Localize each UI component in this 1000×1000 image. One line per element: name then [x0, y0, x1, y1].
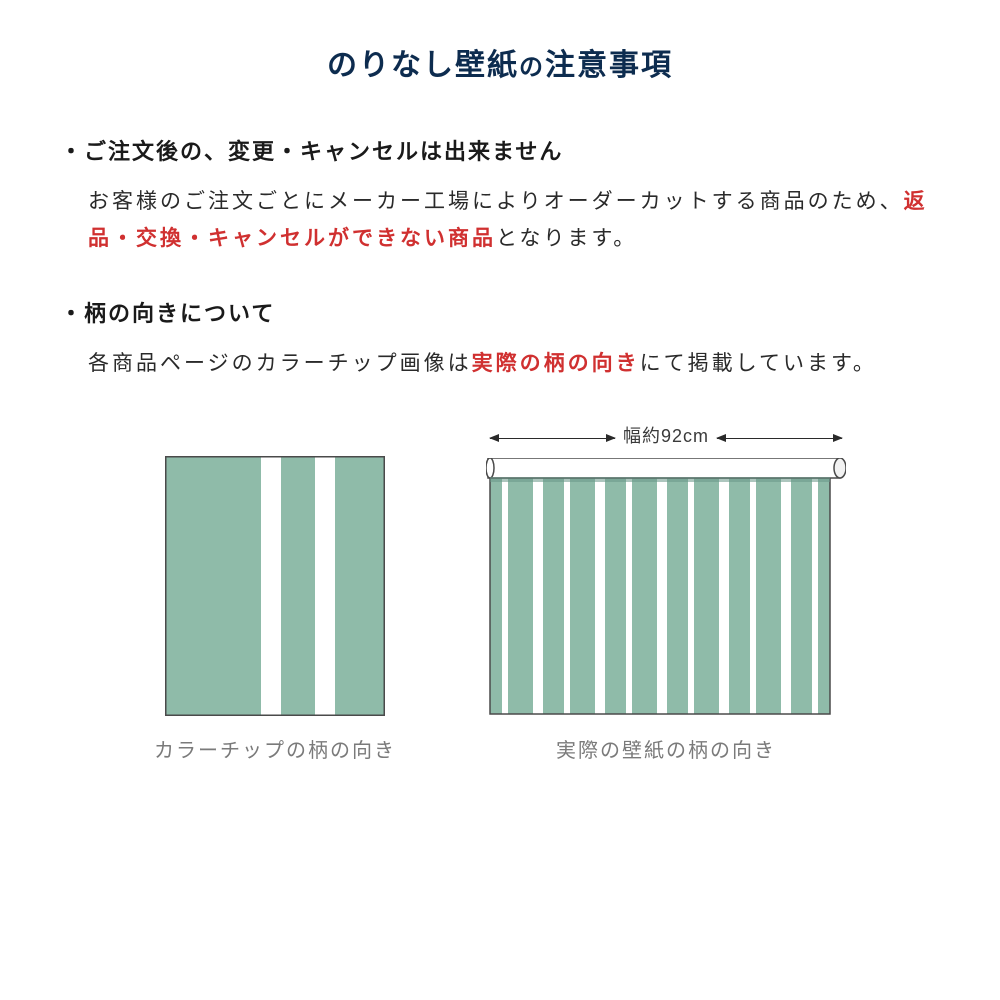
heading-no-cancel: ・ご注文後の、変更・キャンセルは出来ません	[60, 134, 940, 166]
body-pre: お客様のご注文ごとにメーカー工場によりオーダーカットする商品のため、	[88, 190, 904, 213]
caption-left: カラーチップの柄の向き	[154, 734, 396, 763]
title-part-c: 注意事項	[545, 49, 673, 82]
body-highlight-2: 実際の柄の向き	[472, 352, 640, 375]
title-part-a: のりなし壁紙	[327, 49, 519, 82]
arrow-right-icon	[717, 438, 842, 439]
illus-actual-roll: 幅約92cm 実際の壁紙の柄の向き	[486, 422, 846, 763]
body-pattern: 各商品ページのカラーチップ画像は実際の柄の向きにて掲載しています。	[60, 346, 940, 383]
illustration-row: カラーチップの柄の向き 幅約92cm 実際の壁紙の柄の向き	[60, 422, 940, 763]
caption-right: 実際の壁紙の柄の向き	[556, 734, 776, 763]
body-pre-2: 各商品ページのカラーチップ画像は	[88, 352, 472, 375]
color-chip-diagram	[165, 456, 385, 716]
body-no-cancel: お客様のご注文ごとにメーカー工場によりオーダーカットする商品のため、返品・交換・…	[60, 184, 940, 258]
page-title: のりなし壁紙の注意事項	[60, 40, 940, 84]
section-no-cancel: ・ご注文後の、変更・キャンセルは出来ません お客様のご注文ごとにメーカー工場によ…	[60, 134, 940, 258]
body-post-2: にて掲載しています。	[640, 352, 877, 375]
width-label: 幅約92cm	[623, 422, 709, 448]
title-part-b: の	[519, 54, 545, 81]
arrow-left-icon	[490, 438, 615, 439]
section-pattern-direction: ・柄の向きについて 各商品ページのカラーチップ画像は実際の柄の向きにて掲載してい…	[60, 296, 940, 383]
width-indicator: 幅約92cm	[490, 422, 842, 454]
body-post: となります。	[496, 227, 637, 250]
heading-pattern: ・柄の向きについて	[60, 296, 940, 328]
illus-color-chip: カラーチップの柄の向き	[154, 422, 396, 763]
wallpaper-roll-diagram	[486, 458, 846, 716]
